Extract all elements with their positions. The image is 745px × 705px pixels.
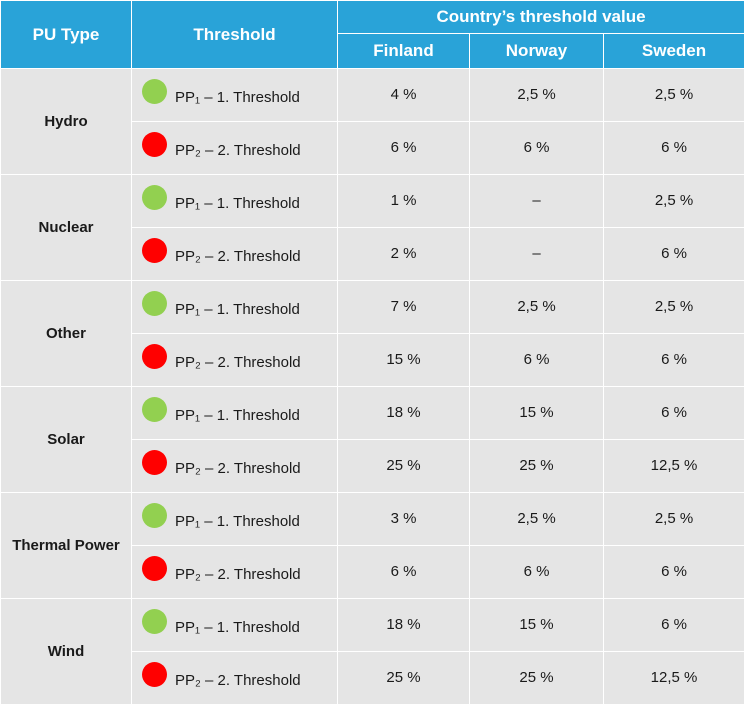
header-country-threshold-value: Country’s threshold value: [336, 0, 745, 34]
threshold-cell: PP₂ – 2. Threshold: [131, 651, 338, 705]
value-cell-sweden: 12,5 %: [602, 651, 745, 705]
threshold-cell: PP₁ – 1. Threshold: [131, 386, 338, 440]
value-cell-finland: 18 %: [337, 386, 470, 440]
table-row: Solar PP₁ – 1. Threshold 18 % 15 % 6 %: [0, 386, 745, 493]
value-cell-norway: –: [469, 174, 604, 228]
threshold-cell: PP₁ – 1. Threshold: [131, 68, 338, 122]
value-cell-norway: 2,5 %: [469, 68, 604, 122]
value-cell-sweden: 6 %: [602, 545, 745, 599]
threshold-label: PP₁ – 1. Threshold: [175, 513, 300, 530]
value-cell-finland: 2 %: [337, 227, 470, 281]
table-row: Nuclear PP₁ – 1. Threshold 1 % –2,5 %: [0, 174, 745, 281]
threshold-cell: PP₂ – 2. Threshold: [131, 121, 338, 175]
threshold-label: PP₂ – 2. Threshold: [175, 354, 301, 371]
value-cell-sweden: 2,5 %: [602, 174, 745, 228]
value-cell-finland: 25 %: [337, 651, 470, 705]
value-cell-sweden: 2,5 %: [602, 280, 745, 334]
value-cell-finland: 6 %: [337, 121, 470, 175]
value-cell-finland: 6 %: [337, 545, 470, 599]
value-cell-norway: 25 %: [469, 439, 604, 493]
value-cell-finland: 7 %: [337, 280, 470, 334]
value-cell-norway: –: [469, 227, 604, 281]
green-circle-icon: [142, 79, 167, 104]
table-row: Thermal Power PP₁ – 1. Threshold 3 % 2,5 % 2…: [0, 492, 745, 599]
value-cell-sweden: 12,5 %: [602, 439, 745, 493]
value-cell-sweden: 6 %: [602, 227, 745, 281]
table-row: PP₂ – 2. Threshold 2 % –6 %: [1, 227, 745, 281]
table-row: Wind PP₁ – 1. Threshold 18 % 15 % 6 %: [0, 598, 745, 705]
header-threshold: Threshold: [131, 0, 338, 69]
threshold-label: PP₂ – 2. Threshold: [175, 672, 301, 689]
red-circle-icon: [142, 344, 167, 369]
threshold-cell: PP₂ – 2. Threshold: [131, 545, 338, 599]
red-circle-icon: [142, 662, 167, 687]
table-body: Hydro PP₁ – 1. Threshold 4 % 2,5 % 2,5 % PP₂ …: [0, 68, 745, 705]
header-pu-type: PU Type: [0, 0, 132, 69]
threshold-cell: PP₁ – 1. Threshold: [131, 598, 338, 652]
table-row: Hydro PP₁ – 1. Threshold 4 % 2,5 % 2,5 %: [0, 68, 745, 175]
value-cell-norway: 15 %: [469, 386, 604, 440]
pu-type-cell: Thermal Power: [0, 492, 132, 599]
table-row: PP₂ – 2. Threshold 6 % 6 % 6 %: [1, 121, 745, 175]
pu-type-cell: Nuclear: [0, 174, 132, 281]
value-cell-sweden: 6 %: [602, 598, 745, 652]
pu-type-cell: Solar: [0, 386, 132, 493]
threshold-label: PP₂ – 2. Threshold: [175, 142, 301, 159]
value-cell-sweden: 2,5 %: [602, 68, 745, 122]
table-row: PP₂ – 2. Threshold 15 % 6 % 6 %: [1, 333, 745, 387]
pu-type-cell: Other: [0, 280, 132, 387]
value-cell-finland: 4 %: [337, 68, 470, 122]
green-circle-icon: [142, 291, 167, 316]
value-cell-finland: 25 %: [337, 439, 470, 493]
value-cell-norway: 15 %: [469, 598, 604, 652]
header-norway: Norway: [469, 33, 604, 69]
green-circle-icon: [142, 397, 167, 422]
table-row: PP₂ – 2. Threshold 6 % 6 % 6 %: [1, 545, 745, 599]
pu-type-cell: Hydro: [0, 68, 132, 175]
red-circle-icon: [142, 238, 167, 263]
threshold-label: PP₁ – 1. Threshold: [175, 301, 300, 318]
value-cell-finland: 18 %: [337, 598, 470, 652]
value-cell-sweden: 6 %: [602, 333, 745, 387]
green-circle-icon: [142, 503, 167, 528]
pu-type-cell: Wind: [0, 598, 132, 705]
threshold-cell: PP₁ – 1. Threshold: [131, 280, 338, 334]
value-cell-norway: 2,5 %: [469, 492, 604, 546]
green-circle-icon: [142, 609, 167, 634]
threshold-cell: PP₁ – 1. Threshold: [131, 492, 338, 546]
red-circle-icon: [142, 450, 167, 475]
value-cell-sweden: 6 %: [602, 386, 745, 440]
value-cell-norway: 25 %: [469, 651, 604, 705]
threshold-label: PP₁ – 1. Threshold: [175, 407, 300, 424]
green-circle-icon: [142, 185, 167, 210]
threshold-label: PP₂ – 2. Threshold: [175, 460, 301, 477]
threshold-cell: PP₁ – 1. Threshold: [131, 174, 338, 228]
value-cell-finland: 1 %: [337, 174, 470, 228]
value-cell-sweden: 2,5 %: [602, 492, 745, 546]
header-sweden: Sweden: [602, 33, 745, 69]
value-cell-norway: 6 %: [469, 121, 604, 175]
threshold-label: PP₁ – 1. Threshold: [175, 89, 300, 106]
value-cell-norway: 6 %: [469, 333, 604, 387]
red-circle-icon: [142, 132, 167, 157]
threshold-label: PP₂ – 2. Threshold: [175, 566, 301, 583]
threshold-cell: PP₂ – 2. Threshold: [131, 333, 338, 387]
threshold-cell: PP₂ – 2. Threshold: [131, 439, 338, 493]
red-circle-icon: [142, 556, 167, 581]
value-cell-finland: 15 %: [337, 333, 470, 387]
threshold-label: PP₁ – 1. Threshold: [175, 195, 300, 212]
threshold-label: PP₂ – 2. Threshold: [175, 248, 301, 265]
table-header: PU Type Threshold Country’s threshold va…: [0, 0, 745, 69]
threshold-label: PP₁ – 1. Threshold: [175, 619, 300, 636]
value-cell-norway: 6 %: [469, 545, 604, 599]
value-cell-norway: 2,5 %: [469, 280, 604, 334]
table-row: Other PP₁ – 1. Threshold 7 % 2,5 % 2,5 %: [0, 280, 745, 387]
threshold-cell: PP₂ – 2. Threshold: [131, 227, 338, 281]
value-cell-finland: 3 %: [337, 492, 470, 546]
value-cell-sweden: 6 %: [602, 121, 745, 175]
header-finland: Finland: [337, 33, 470, 69]
